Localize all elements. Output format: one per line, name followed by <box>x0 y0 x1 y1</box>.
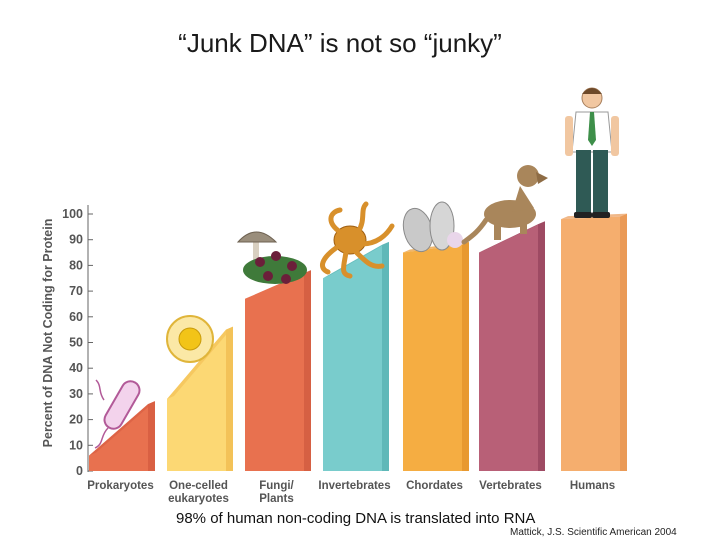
bar <box>403 244 462 471</box>
bar <box>323 244 382 471</box>
x-tick-label: Humans <box>570 480 615 492</box>
bar-side <box>304 270 311 471</box>
slide-title-text: “Junk DNA” is not so “junky” <box>178 28 502 58</box>
bar-side <box>148 401 155 471</box>
citation: Mattick, J.S. Scientific American 2004 <box>510 527 677 538</box>
octopus-icon <box>319 201 395 279</box>
bar-icons <box>94 87 619 449</box>
bar-side <box>620 213 627 471</box>
y-tick-label: 60 <box>69 310 83 324</box>
y-tick-label: 70 <box>69 284 83 298</box>
bar-side <box>382 241 389 471</box>
slide-title: “Junk DNA” is not so “junky” <box>0 28 720 59</box>
bar <box>245 273 304 471</box>
y-tick-label: 90 <box>69 233 83 247</box>
y-tick-label: 80 <box>69 258 83 272</box>
bar <box>89 404 148 471</box>
bar <box>561 216 620 471</box>
x-tick-label: One-celled <box>169 480 228 492</box>
y-tick-label: 100 <box>62 207 83 221</box>
y-axis-ticks: 0 10 20 30 40 50 60 70 80 90 100 <box>62 207 93 478</box>
bar <box>167 329 226 471</box>
y-tick-label: 30 <box>69 387 83 401</box>
y-axis-label: Percent of DNA Not Coding for Protein <box>41 219 55 448</box>
x-tick-label: Invertebrates <box>318 480 390 492</box>
dog-icon <box>461 165 548 245</box>
y-tick-label: 20 <box>69 413 83 427</box>
x-tick-label: Chordates <box>406 480 463 492</box>
bar-top <box>323 241 389 279</box>
human-icon <box>565 87 619 218</box>
mushroom-flower-icon <box>236 231 307 284</box>
y-tick-label: 10 <box>69 438 83 452</box>
x-tick-label: Vertebrates <box>479 480 542 492</box>
bar-top <box>167 326 233 400</box>
bar-side <box>462 241 469 471</box>
x-tick-label: eukaryotes <box>168 493 229 505</box>
caption: 98% of human non-coding DNA is translate… <box>176 510 536 527</box>
bar-side <box>226 326 233 471</box>
x-tick-label: Prokaryotes <box>87 480 153 492</box>
y-tick-label: 40 <box>69 361 83 375</box>
bar-side <box>538 221 545 471</box>
bars <box>89 213 627 471</box>
x-tick-label: Plants <box>259 493 294 505</box>
bar-top <box>479 221 545 253</box>
y-tick-label: 50 <box>69 336 83 350</box>
bacterium-icon <box>94 379 141 449</box>
y-tick-label: 0 <box>76 464 83 478</box>
cell-icon <box>166 315 214 363</box>
bar <box>479 224 538 471</box>
x-tick-label: Fungi/ <box>259 480 294 492</box>
bar-top <box>89 401 155 456</box>
sea-squirt-icon <box>402 201 463 253</box>
